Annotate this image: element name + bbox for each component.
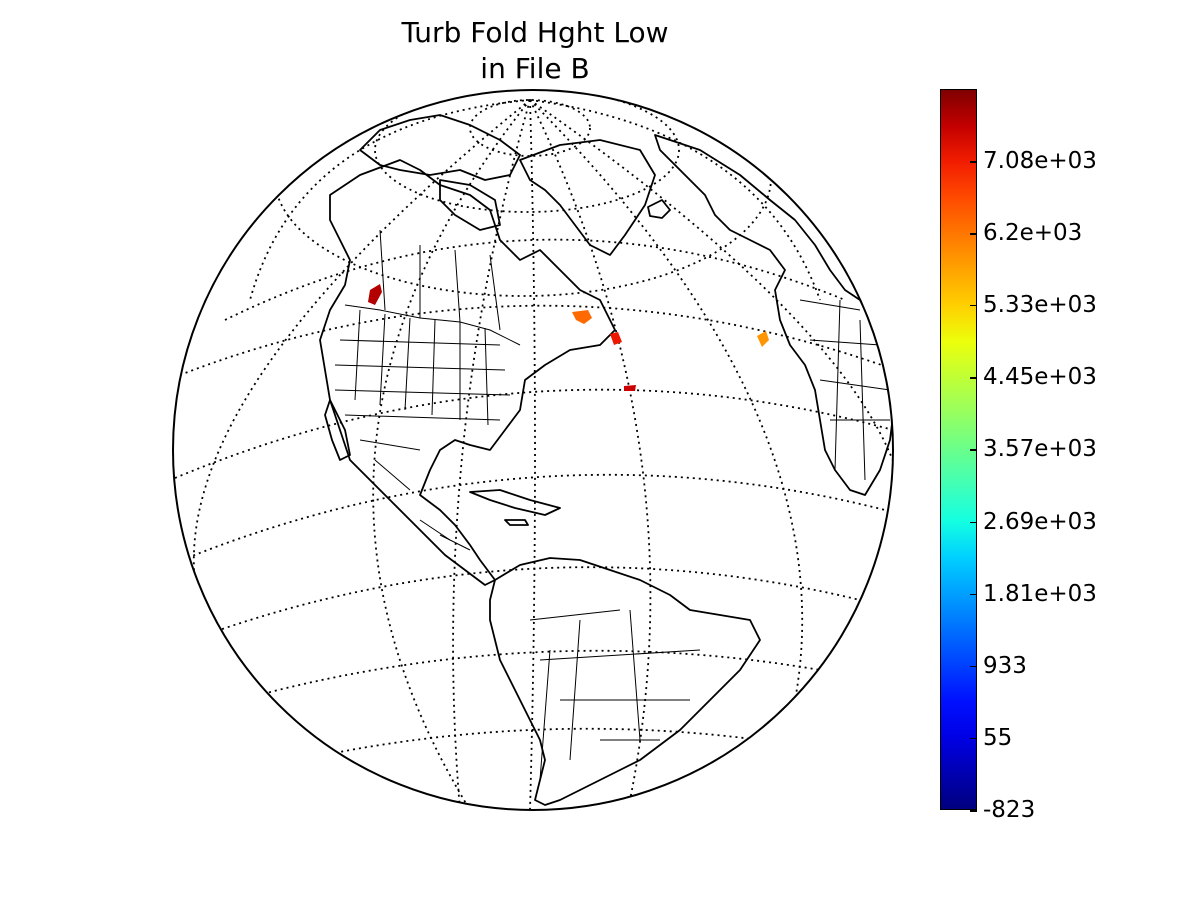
globe-outline (172, 89, 894, 811)
graticule (174, 90, 893, 810)
colorbar-tick (970, 521, 977, 524)
political-borders (334, 229, 891, 781)
globe (172, 89, 894, 811)
colorbar-tick-label: 55 (983, 724, 1013, 751)
iceland (647, 199, 671, 219)
continents (319, 114, 893, 806)
patch-nova-scotia (610, 332, 622, 345)
colorbar-tick-label: 3.57e+03 (983, 436, 1097, 463)
greenland (519, 139, 656, 256)
colorbar-tick-label: -823 (983, 797, 1036, 823)
colorbar-tick (970, 810, 977, 812)
patch-gulf-st-lawrence (572, 310, 592, 324)
colorbar-tick-label: 6.2e+03 (983, 220, 1083, 247)
cuba (469, 489, 561, 516)
colorbar-tick-label: 2.69e+03 (983, 508, 1097, 535)
colorbar-tick (970, 304, 977, 307)
south-america-coastline (489, 557, 761, 806)
colorbar-tick-label: 5.33e+03 (983, 291, 1097, 318)
colorbar-tick (970, 161, 977, 163)
patch-british-columbia (368, 284, 382, 305)
map-title-line-1: Turb Fold Hght Low (401, 16, 669, 49)
colorbar-tick-label: 7.08e+03 (983, 148, 1097, 175)
colorbar-tick (970, 665, 977, 668)
colorbar-tick (970, 593, 977, 596)
map-title-line-2: in File B (480, 52, 590, 85)
europe-coastline (654, 134, 893, 496)
arctic-islands (359, 114, 521, 181)
colorbar-tick (970, 377, 977, 379)
colorbar-tick-label: 1.81e+03 (983, 580, 1097, 607)
colorbar-tick-label: 933 (983, 652, 1027, 679)
colorbar-tick (970, 233, 977, 235)
colorbar-tick (970, 449, 977, 451)
colorbar-tick (970, 737, 977, 740)
data-patches (368, 284, 769, 391)
patch-central-atlantic (624, 385, 636, 391)
colorbar-tick-label: 4.45e+03 (983, 364, 1097, 391)
patch-eastern-atlantic (757, 331, 769, 347)
